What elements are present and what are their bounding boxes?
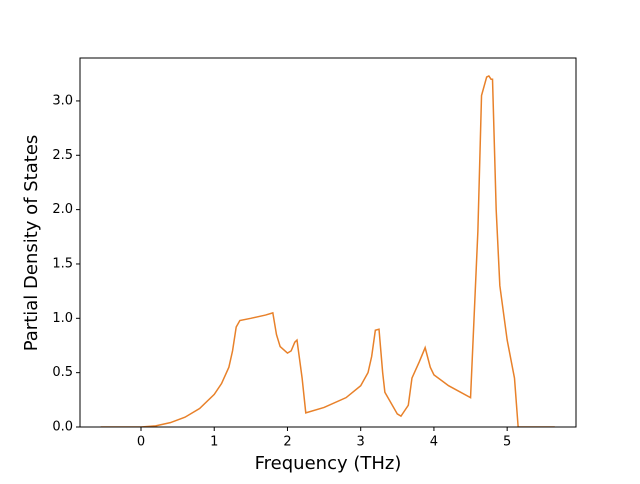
y-tick-label: 3.0 <box>52 93 73 108</box>
y-tick-label: 0.0 <box>52 420 73 435</box>
x-tick-label: 3 <box>357 435 365 450</box>
line-series <box>100 74 555 427</box>
x-axis-label: Frequency (THz) <box>255 453 402 474</box>
y-tick-label: 1.5 <box>52 256 73 271</box>
x-tick-label: 2 <box>283 435 291 450</box>
x-tick-label: 1 <box>210 435 218 450</box>
x-tick-label: 0 <box>137 435 145 450</box>
axes-frame <box>79 57 577 428</box>
y-tick-label: 0.5 <box>52 365 73 380</box>
y-tick-label: 2.0 <box>52 202 73 217</box>
y-tick-label: 2.5 <box>52 148 73 163</box>
x-tick-label: 5 <box>503 435 511 450</box>
x-tick-label: 4 <box>430 435 438 450</box>
y-tick-label: 1.0 <box>52 311 73 326</box>
y-axis-label: Partial Density of States <box>21 135 42 352</box>
